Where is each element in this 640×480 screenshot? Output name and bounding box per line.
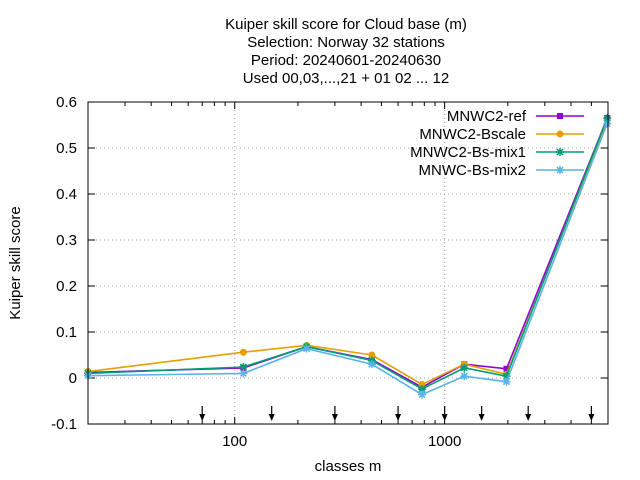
y-axis-ticks: -0.1 0 0.1 0.2 0.3 0.4 0.5 0.6 bbox=[51, 94, 608, 433]
y-tick-label: 0.4 bbox=[56, 186, 77, 203]
threshold-arrow bbox=[478, 406, 485, 421]
y-tick-label: -0.1 bbox=[51, 416, 77, 433]
chart-title-line: Used 00,03,...,21 + 01 02 ... 12 bbox=[243, 70, 449, 87]
data-point bbox=[239, 369, 248, 378]
data-point bbox=[368, 351, 376, 359]
legend-label: MNWC2-Bs-mix1 bbox=[410, 144, 526, 161]
data-point bbox=[417, 385, 426, 394]
y-axis-label: Kuiper skill score bbox=[7, 206, 24, 319]
threshold-arrow-head bbox=[199, 414, 206, 421]
series-line bbox=[87, 117, 608, 390]
data-point bbox=[556, 166, 564, 174]
data-point bbox=[557, 113, 563, 119]
chart-title-line: Kuiper skill score for Cloud base (m) bbox=[225, 16, 467, 33]
data-point bbox=[502, 377, 511, 386]
series bbox=[84, 114, 612, 399]
data-point bbox=[603, 119, 612, 128]
series-line bbox=[87, 123, 608, 396]
data-point bbox=[302, 344, 311, 353]
legend: MNWC2-refMNWC2-BscaleMNWC2-Bs-mix1MNWC-B… bbox=[410, 108, 584, 179]
legend-entry: MNWC2-ref bbox=[447, 108, 584, 125]
data-point bbox=[239, 348, 247, 356]
legend-label: MNWC2-Bscale bbox=[419, 126, 526, 143]
legend-entry: MNWC2-Bs-mix1 bbox=[410, 144, 584, 161]
data-point bbox=[367, 360, 376, 369]
series-line bbox=[87, 120, 608, 386]
threshold-arrow bbox=[441, 406, 448, 421]
chart-title: Kuiper skill score for Cloud base (m)Sel… bbox=[225, 16, 467, 87]
x-axis-ticks: 100 1000 bbox=[87, 102, 609, 450]
threshold-arrow-head bbox=[588, 414, 595, 421]
data-point bbox=[556, 130, 564, 138]
grid bbox=[88, 102, 608, 424]
legend-label: MNWC-Bs-mix2 bbox=[419, 162, 526, 179]
x-tick-label: 1000 bbox=[428, 433, 461, 450]
y-tick-label: 0.2 bbox=[56, 278, 77, 295]
data-point bbox=[503, 365, 510, 372]
data-point bbox=[418, 380, 426, 388]
legend-label: MNWC2-ref bbox=[447, 108, 527, 125]
threshold-arrow-head bbox=[441, 414, 448, 421]
series-line bbox=[87, 117, 608, 389]
threshold-arrow bbox=[268, 406, 275, 421]
threshold-arrow-head bbox=[395, 414, 402, 421]
legend-entry: MNWC-Bs-mix2 bbox=[419, 162, 584, 179]
x-tick-label: 100 bbox=[222, 433, 247, 450]
plot-frame bbox=[87, 101, 609, 425]
y-tick-label: 0.5 bbox=[56, 140, 77, 157]
y-tick-label: 0.3 bbox=[56, 232, 77, 249]
threshold-markers bbox=[199, 406, 595, 421]
legend-entry: MNWC2-Bscale bbox=[419, 126, 584, 143]
threshold-arrow-head bbox=[525, 414, 532, 421]
series-mnwc2-bscale bbox=[84, 116, 611, 388]
data-point bbox=[417, 390, 426, 399]
threshold-arrow-head bbox=[478, 414, 485, 421]
threshold-arrow bbox=[588, 406, 595, 421]
y-tick-label: 0.6 bbox=[56, 94, 77, 111]
chart-title-line: Period: 20240601-20240630 bbox=[251, 52, 441, 69]
data-point bbox=[556, 148, 564, 156]
data-point bbox=[460, 363, 469, 372]
series-mnwc2-ref bbox=[85, 115, 611, 391]
threshold-arrow bbox=[395, 406, 402, 421]
chart-title-line: Selection: Norway 32 stations bbox=[247, 34, 445, 51]
series-mnwc-bs-mix2 bbox=[84, 119, 612, 399]
threshold-arrow-head bbox=[268, 414, 275, 421]
threshold-arrow bbox=[199, 406, 206, 421]
threshold-arrow bbox=[331, 406, 338, 421]
y-tick-label: 0 bbox=[69, 370, 77, 387]
data-point bbox=[460, 372, 469, 381]
y-tick-label: 0.1 bbox=[56, 324, 77, 341]
threshold-arrow bbox=[525, 406, 532, 421]
x-axis-label: classes m bbox=[315, 458, 382, 475]
threshold-arrow-head bbox=[331, 414, 338, 421]
